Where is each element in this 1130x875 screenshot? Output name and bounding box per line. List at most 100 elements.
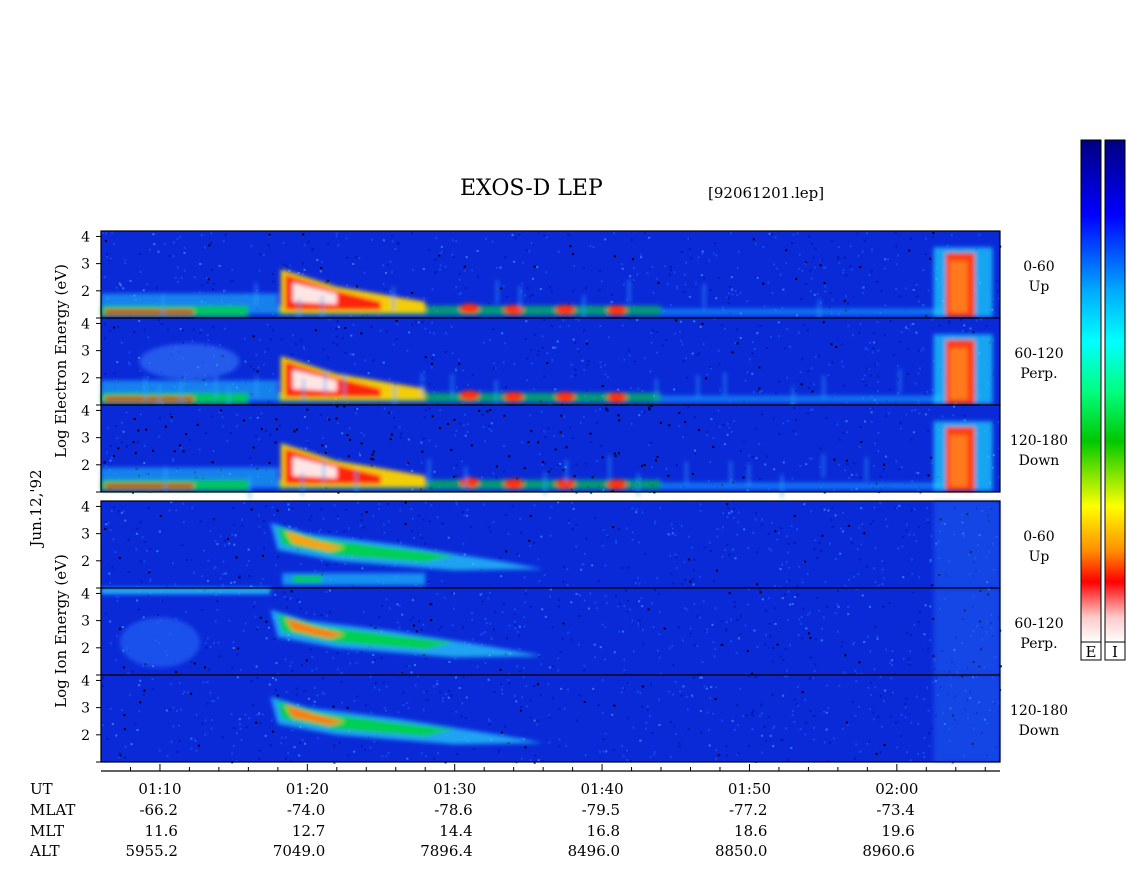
noise-dot: [888, 602, 891, 605]
noise-dot: [148, 248, 151, 251]
noise-dot: [378, 689, 381, 692]
noise-dot: [763, 726, 766, 729]
noise-dot: [842, 671, 845, 673]
noise-dot: [543, 574, 546, 577]
noise-dot: [810, 510, 813, 513]
noise-dot: [604, 658, 606, 661]
noise-dot: [214, 566, 217, 569]
noise-dot: [777, 321, 780, 324]
noise-dot: [852, 334, 855, 337]
flux-spike: [324, 370, 327, 394]
noise-dot: [448, 661, 451, 663]
noise-dot: [612, 526, 615, 529]
noise-dot: [156, 287, 158, 290]
noise-dot: [865, 232, 868, 235]
noise-dot: [673, 271, 676, 274]
noise-dot: [718, 363, 721, 366]
noise-dot: [545, 236, 548, 239]
noise-dot: [385, 755, 388, 758]
noise-dot: [302, 233, 305, 236]
noise-dot: [352, 537, 355, 540]
noise-dot: [591, 564, 594, 567]
noise-dot: [601, 544, 604, 547]
noise-dot: [930, 456, 933, 459]
noise-dot: [798, 565, 801, 568]
y-tick-label: 4: [81, 316, 90, 332]
noise-dot: [785, 535, 788, 538]
noise-dot: [629, 760, 632, 763]
noise-dot: [601, 385, 604, 387]
noise-dot: [396, 241, 399, 244]
noise-dot: [890, 677, 893, 680]
noise-dot: [453, 467, 456, 470]
noise-dot: [632, 650, 635, 653]
noise-dot: [489, 339, 492, 342]
noise-dot: [764, 739, 767, 742]
noise-dot: [263, 547, 266, 550]
noise-dot: [400, 436, 403, 439]
noise-dot: [870, 681, 873, 684]
noise-dot: [299, 562, 302, 565]
noise-dot: [213, 567, 216, 570]
noise-dot: [502, 470, 505, 473]
noise-dot: [269, 591, 272, 594]
noise-dot: [268, 626, 270, 629]
noise-dot: [193, 276, 196, 279]
noise-dot: [889, 388, 892, 391]
noise-dot: [873, 668, 876, 671]
y-tick-label: 3: [81, 344, 90, 360]
noise-dot: [444, 265, 447, 268]
noise-dot: [649, 683, 652, 686]
noise-dot: [532, 388, 535, 391]
noise-dot: [487, 526, 490, 529]
noise-dot: [544, 615, 547, 618]
noise-dot: [480, 592, 483, 595]
noise-dot: [463, 553, 466, 556]
noise-dot: [862, 378, 865, 381]
noise-dot: [774, 236, 777, 239]
noise-dot: [821, 534, 824, 537]
noise-dot: [514, 623, 517, 626]
noise-dot: [632, 267, 635, 270]
noise-dot: [900, 466, 903, 469]
noise-dot: [411, 323, 414, 326]
noise-dot: [424, 501, 427, 504]
flux-band: [661, 482, 942, 490]
noise-dot: [570, 363, 573, 366]
noise-dot: [418, 620, 420, 623]
noise-dot: [547, 683, 550, 686]
noise-dot: [938, 324, 941, 327]
noise-dot: [698, 429, 700, 432]
noise-dot: [131, 670, 134, 673]
noise-dot: [348, 427, 351, 430]
noise-dot: [105, 465, 107, 468]
noise-dot: [414, 664, 416, 666]
y-tick-label: 2: [81, 458, 90, 474]
noise-dot: [513, 620, 516, 623]
noise-dot: [578, 694, 581, 697]
noise-dot: [353, 362, 356, 365]
noise-dot: [211, 269, 214, 272]
noise-dot: [383, 407, 386, 410]
noise-dot: [105, 523, 107, 526]
noise-dot: [462, 675, 465, 678]
noise-dot: [690, 257, 692, 260]
colorbar-strip: [1104, 139, 1126, 643]
noise-dot: [172, 255, 175, 258]
noise-dot: [306, 441, 309, 444]
noise-dot: [110, 444, 112, 447]
noise-dot: [583, 669, 586, 672]
noise-dot: [907, 373, 910, 375]
noise-dot: [274, 441, 277, 444]
noise-dot: [831, 506, 834, 509]
noise-dot: [752, 391, 755, 394]
noise-dot: [286, 265, 289, 268]
noise-dot: [213, 700, 215, 703]
noise-dot: [288, 508, 290, 511]
noise-dot: [175, 671, 178, 673]
noise-dot: [570, 488, 573, 491]
noise-dot: [743, 528, 746, 531]
noise-dot: [859, 476, 862, 479]
noise-dot: [536, 683, 539, 686]
noise-dot: [819, 447, 822, 450]
